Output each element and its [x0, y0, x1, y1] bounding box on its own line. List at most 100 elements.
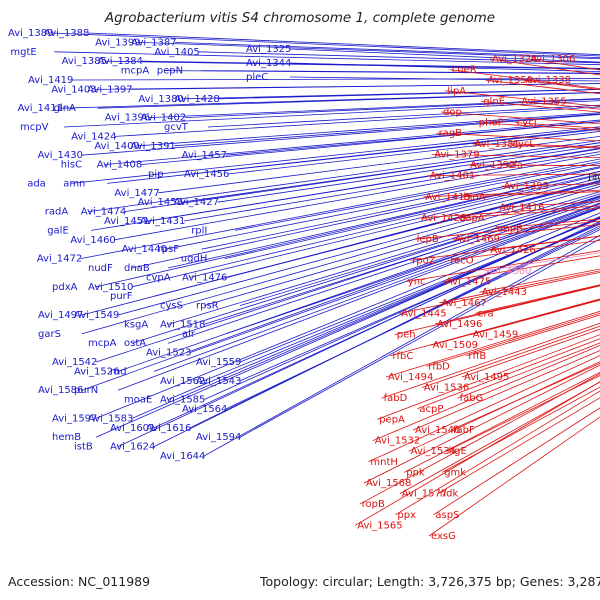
reverse-label-connector: [439, 270, 600, 304]
reverse-gene-label: recO: [450, 255, 474, 266]
reverse-label-connector: [408, 361, 600, 452]
forward-gene-label: Avi_1616: [146, 423, 191, 434]
forward-gene-label: Avi_1440: [122, 244, 167, 255]
reverse-gene-label: dapA: [459, 213, 485, 224]
reverse-label-connector: [428, 416, 600, 537]
forward-label-connector: [174, 113, 600, 147]
reverse-label-connector: [461, 328, 600, 378]
forward-gene-label: glnA: [54, 103, 76, 114]
forward-gene-label: Avi_1586: [38, 385, 83, 396]
reverse-label-connector: [363, 364, 600, 484]
forward-label-connector: [87, 32, 600, 56]
reverse-gene-label: Avi_1324: [492, 54, 537, 65]
forward-gene-label: Avi_1453: [138, 197, 183, 208]
reverse-gene-label: Avi_1416: [499, 202, 544, 213]
forward-gene-label: pip: [148, 169, 163, 180]
forward-label-connector: [153, 225, 600, 447]
forward-gene-label: rpsF: [158, 244, 180, 255]
reverse-label-connector: [443, 255, 600, 282]
forward-gene-label: radA: [45, 207, 69, 218]
forward-gene-label: Avi_1408: [97, 160, 142, 171]
forward-label-connector: [88, 139, 600, 212]
reverse-label-connector: [446, 375, 600, 452]
forward-gene-label: Avi_1585: [160, 395, 205, 406]
forward-label-connector: [200, 70, 600, 74]
forward-gene-label: Avi_1419: [28, 75, 73, 86]
forward-gene-label: Avi_1388: [44, 28, 89, 39]
forward-label-connector: [183, 151, 600, 222]
forward-label-connector: [198, 51, 600, 64]
topology-text: Topology: circular; Length: 3,726,375 bp…: [260, 574, 600, 589]
forward-gene-label: Avi_1428: [174, 94, 219, 105]
forward-label-connector: [189, 177, 600, 278]
reverse-label-connector: [456, 207, 600, 219]
forward-gene-label: Avi_1460: [70, 235, 115, 246]
forward-label-connector: [131, 195, 600, 344]
forward-label-connector: [91, 147, 600, 231]
reverse-label-connector: [354, 381, 600, 526]
reverse-label-connector: [427, 173, 600, 176]
reverse-gene-label: acpP: [419, 404, 443, 415]
forward-gene-label: dnaB: [124, 263, 150, 274]
forward-label-connector: [81, 203, 600, 391]
forward-label-connector: [165, 162, 600, 250]
forward-gene-label: Avi_1474: [81, 207, 126, 218]
reverse-label-connector: [436, 132, 600, 142]
reverse-label-connector: [372, 344, 600, 441]
forward-gene-label: mgtE: [10, 47, 36, 58]
forward-gene-label: Avi_1594: [196, 432, 241, 443]
forward-label-connector: [139, 42, 600, 60]
reverse-label-connector: [457, 342, 600, 399]
forward-label-connector: [289, 48, 600, 63]
reverse-label-connector: [432, 154, 600, 159]
reverse-gene-label: Avi_1392: [470, 160, 515, 171]
reverse-gene-label: Avi_1475: [446, 277, 491, 288]
forward-gene-label: Avi_1526: [74, 366, 119, 377]
forward-gene-label: hemB: [52, 432, 81, 443]
forward-gene-label: Avi_1562: [160, 376, 205, 387]
reverse-gene-label: rfbD: [428, 361, 450, 372]
reverse-label-connector: [394, 285, 600, 335]
forward-gene-label: Avi_1409: [94, 141, 139, 152]
reverse-gene-label: ppk: [406, 467, 425, 478]
forward-label-connector: [184, 98, 600, 118]
forward-gene-label: Avi_1564: [182, 404, 227, 415]
reverse-label-connector: [414, 220, 600, 240]
reverse-label-connector: [450, 362, 600, 431]
forward-gene-label: Avi_1477: [114, 188, 159, 199]
forward-gene-label: Avi_1430: [38, 150, 83, 161]
forward-gene-label: Avi_1397: [87, 84, 132, 95]
reverse-gene-label: Avi_1393: [504, 181, 549, 192]
reverse-gene-label: mntH: [370, 457, 398, 468]
reverse-gene-label: glnE: [483, 96, 505, 107]
forward-label-connector: [148, 98, 600, 118]
forward-gene-label: Avi_1380: [138, 94, 183, 105]
forward-gene-label: Avi_1549: [74, 310, 119, 321]
reverse-gene-label: Avi_1459: [473, 330, 518, 341]
reverse-gene-label: peh: [397, 330, 416, 341]
forward-gene-label: purN: [74, 385, 98, 396]
forward-gene-label: Avi_1384: [98, 56, 143, 67]
forward-gene-label: Avi_1457: [182, 150, 227, 161]
forward-gene-label: alr: [182, 329, 196, 340]
forward-gene-label: ugdH: [181, 254, 208, 265]
forward-gene-label: Avi_1431: [140, 216, 185, 227]
forward-gene-label: ostA: [124, 338, 146, 349]
forward-gene-label: Avi_1405: [154, 47, 199, 58]
forward-gene-label: Avi_1518: [160, 319, 205, 330]
reverse-gene-label: Avi_1420: [421, 213, 466, 224]
forward-gene-label: Avi_1497: [38, 310, 83, 321]
forward-label-connector: [203, 234, 600, 457]
reverse-gene-label: smpB: [495, 224, 523, 235]
reverse-label-connector: [412, 350, 600, 431]
forward-label-connector: [289, 62, 600, 73]
reverse-gene-label: Avi_1509: [433, 340, 478, 351]
reverse-gene-label: Avi_1565: [357, 520, 402, 531]
forward-label-connector: [239, 196, 600, 306]
reverse-label-connector: [440, 111, 600, 125]
accession-text: Accession: NC_011989: [8, 574, 151, 589]
reverse-label-connector: [395, 390, 600, 516]
forward-label-connector: [225, 121, 600, 156]
tick-label: 1400 kbp: [587, 173, 600, 183]
reverse-gene-label: cycL: [512, 139, 535, 150]
